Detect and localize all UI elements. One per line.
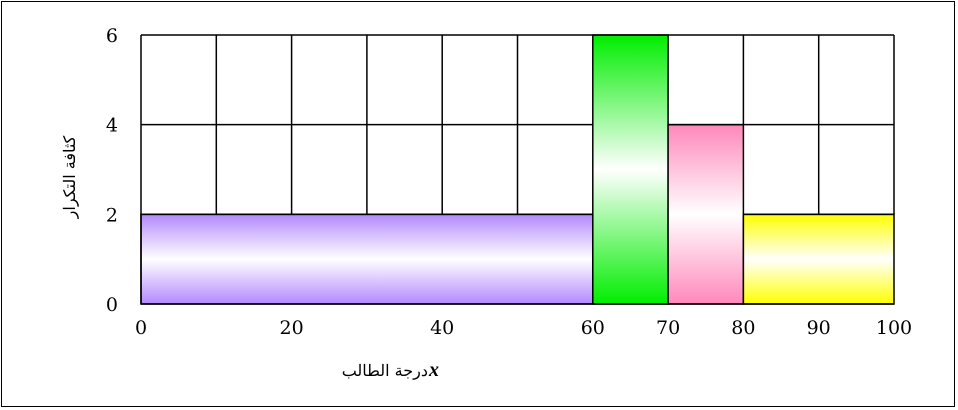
y-tick-label: 6: [106, 25, 118, 47]
histogram-bar: [667, 123, 745, 305]
x-tick-label: 80: [731, 317, 755, 339]
x-tick-label: 60: [581, 317, 605, 339]
x-axis-variable: x: [428, 359, 439, 381]
histogram-bar: [742, 213, 895, 305]
y-tick-label: 0: [106, 294, 118, 316]
x-tick-label: 100: [876, 317, 912, 339]
y-axis-label: كثافة التكرار: [60, 135, 79, 219]
x-axis-label: درجة الطالب x: [342, 359, 439, 381]
histogram-bar: [592, 34, 669, 305]
x-tick-label: 40: [430, 317, 454, 339]
x-tick-label: 0: [135, 317, 147, 339]
x-axis-label-text: درجة الطالب: [342, 361, 428, 380]
histogram-bar: [140, 213, 594, 305]
y-tick-label: 2: [106, 204, 118, 226]
y-tick-label: 4: [106, 115, 118, 137]
x-tick-label: 90: [807, 317, 831, 339]
x-tick-label: 20: [280, 317, 304, 339]
x-tick-label: 70: [656, 317, 680, 339]
